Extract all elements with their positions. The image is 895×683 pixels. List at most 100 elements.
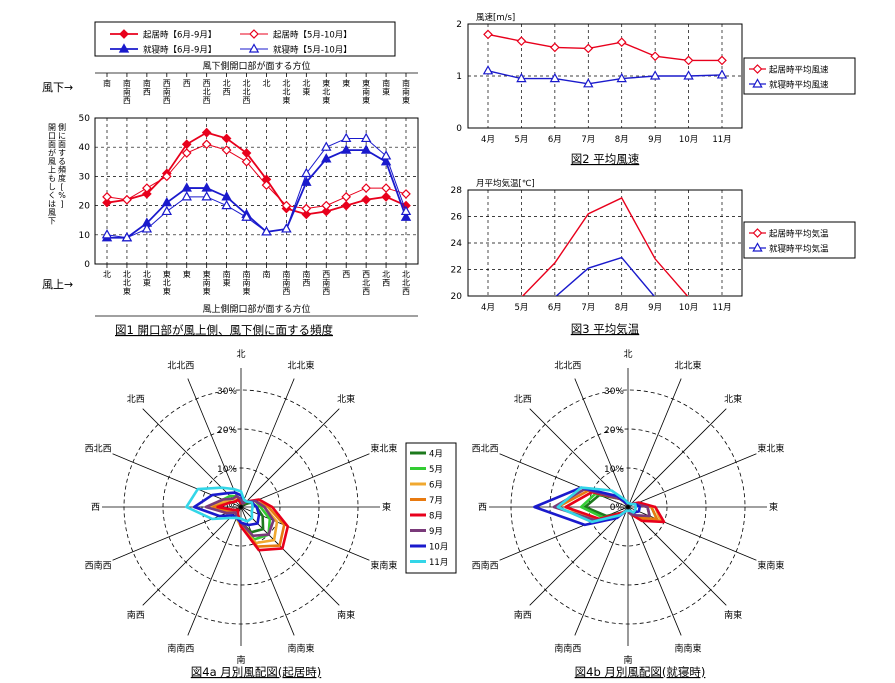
fig4b-spoke [627,408,727,508]
fig2-legend [743,57,856,95]
fig1-series-0-point [321,206,332,217]
fig1-series-3-point [161,205,173,216]
fig4a-legend-label: 4月 [429,450,443,460]
fig4a-direction-label: 北北西 [167,361,194,372]
fig2-legend-marker [752,64,763,74]
fig1-x-category-label: 東南東 [203,269,211,296]
fig1-x-category-label: 北北西 [402,270,410,296]
fig4b-spoke [627,506,682,636]
fig3-x-tick-label: 4月 [481,303,495,313]
fig2-legend-label: 就寝時平均風速 [769,80,829,91]
fig1-series-2-point [201,182,212,192]
fig1-series-1-point [341,191,352,202]
fig1-legend-marker [119,29,129,39]
fig4b-ring-label: 10% [604,465,624,475]
fig4a-spoke [112,453,242,508]
fig1-series-1-point [381,183,391,193]
fig1-x-category-label: 西 [342,270,350,279]
fig1-series-0-point [221,133,232,144]
fig1-series-2-point [221,191,232,201]
fig1-x-category-label: 西北西 [362,270,370,296]
fig3-y-label: 月平均気温[℃] [476,178,535,189]
fig2-series-0-point [583,43,594,54]
fig3-x-tick-label: 7月 [581,303,595,313]
fig4a-spoke [240,378,295,508]
fig1-series-1-point [281,200,292,211]
fig2-series-0-point [483,29,493,40]
fig1-series-3-point [400,205,412,216]
fig4a-direction-label: 西南西 [85,560,112,572]
fig1-series-2-point [301,176,312,186]
fig1-series-3-point [261,226,272,236]
fig2-y-tick-label: 1 [456,72,462,82]
fig2-x-tick-label: 6月 [548,135,562,145]
fig1-top-category-label: 南南東 [402,78,410,105]
fig1-series-3-point [101,229,113,239]
fig1-series-1-point [122,194,132,205]
fig1-series-2-point [340,144,352,154]
fig4a-spoke [240,506,295,636]
fig3-x-tick-label: 6月 [548,303,562,313]
fig4a-spoke [240,506,340,606]
fig4b-direction-label: 北北西 [554,361,581,372]
fig2-chart: 0 1 2 4月 5月 6月 7月 8月 9月 10月 11月 風速[m/s] 起居時平均風速就寝時平均… [456,13,856,166]
fig1-series-0-point [142,189,152,199]
fig2-y-label: 風速[m/s] [476,13,515,23]
fig1-top-category-label: 東北東 [322,78,330,105]
fig1-top-category-label: 西北西 [203,79,211,105]
fig1-series-3-point [141,223,153,233]
fig2-series-0-point [616,37,627,48]
fig1-series-line-0 [106,131,407,216]
fig4b-ring-label: 0% [610,503,625,513]
fig1-top-side-label: 風下→ [42,81,73,94]
fig1-series-3-point [301,167,312,178]
fig4a-legend-label: 11月 [429,558,448,568]
fig1-series-0-point [201,127,212,138]
fig3-y-tick-label: 26 [451,213,463,223]
fig1-y-tick-label: 20 [79,202,91,212]
fig2-series-0-point [683,55,694,66]
fig1-series-0-point [102,197,112,208]
fig1-x-category-label: 北 [103,270,111,279]
fig1-series-1-point [142,183,152,193]
fig1-y-label-b: 側に面する頻度[%] [58,122,66,209]
fig3-series-line-0 [521,197,689,296]
fig4a-spoke [240,408,340,508]
fig4a-direction-label: 南西 [127,609,145,621]
fig4a-direction-label: 南 [236,654,245,666]
fig3-series-line-1 [555,256,655,296]
fig4a-direction-label: 北東 [337,393,355,405]
fig2-series-1-point [616,72,627,83]
fig2-x-tick-label: 8月 [615,135,629,145]
fig2-y-tick-label: 2 [456,20,462,30]
fig1-y-label-a: 開口面が風上もしくは風下 [48,123,56,226]
fig1-series-1-point [102,191,112,202]
fig3-y-tick-label: 20 [451,292,463,302]
fig1-y-tick-label: 0 [84,260,90,270]
fig1-caption: 図1 開口部が風上側、風下側に面する頻度 [115,323,333,337]
fig1-series-3-point [380,150,392,160]
fig4b-direction-label: 南西 [514,609,532,621]
fig4b-ring-label: 20% [604,426,624,436]
fig2-series-0-point [516,36,527,47]
fig3-x-tick-label: 5月 [514,303,528,313]
fig1-y-tick-label: 50 [79,114,91,124]
fig1-top-category-label: 西南西 [163,79,171,105]
fig4b-direction-label: 北西 [514,394,532,405]
fig1-x-category-label: 北西 [382,270,390,288]
fig4a-spoke [142,506,242,606]
fig4a-direction-label: 南南西 [167,642,194,654]
fig1-series-line-2 [107,149,407,239]
fig1-top-category-label: 北北東 [282,79,290,105]
fig4a-ring-label: 10% [217,465,237,475]
fig1-series-line-3 [106,137,407,239]
fig1-legend-marker [249,29,259,39]
fig1-x-category-label: 東北東 [163,269,171,296]
fig4a-direction-label: 南東 [337,609,355,621]
fig1-y-tick-label: 30 [79,172,91,182]
fig1-top-category-label: 南南西 [123,78,131,105]
fig4b-series-7-polygon [556,486,638,524]
fig4b-spoke [574,506,629,636]
fig4a-spoke [240,506,370,561]
